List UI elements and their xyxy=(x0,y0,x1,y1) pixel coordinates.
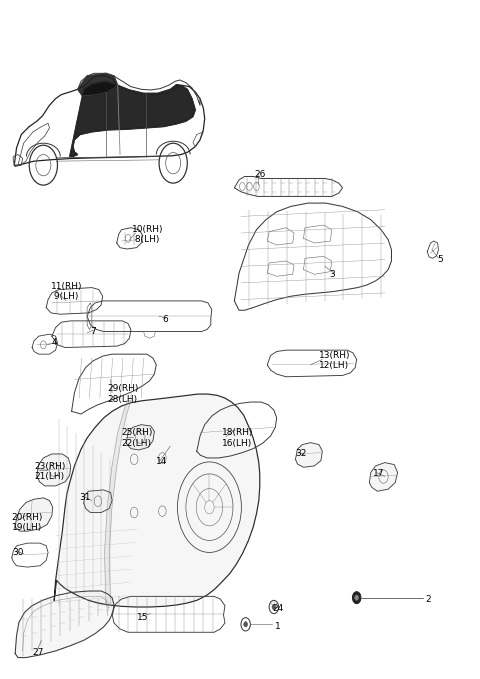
Text: 13(RH)
12(LH): 13(RH) 12(LH) xyxy=(319,351,350,371)
Polygon shape xyxy=(126,424,155,450)
Text: 29(RH)
28(LH): 29(RH) 28(LH) xyxy=(108,384,139,404)
Polygon shape xyxy=(78,73,118,96)
Text: 4: 4 xyxy=(52,337,58,347)
Text: 27: 27 xyxy=(32,648,44,657)
Text: 10(RH)
 8(LH): 10(RH) 8(LH) xyxy=(132,225,163,244)
Polygon shape xyxy=(54,394,260,607)
Polygon shape xyxy=(15,498,53,531)
Text: 15: 15 xyxy=(137,613,149,622)
Text: 30: 30 xyxy=(12,548,24,557)
Text: 18(RH)
16(LH): 18(RH) 16(LH) xyxy=(222,428,253,447)
Circle shape xyxy=(244,622,248,627)
Text: 6: 6 xyxy=(162,315,168,324)
Polygon shape xyxy=(105,401,131,606)
Polygon shape xyxy=(296,443,323,467)
Text: 17: 17 xyxy=(372,469,384,479)
Text: 20(RH)
19(LH): 20(RH) 19(LH) xyxy=(12,513,43,532)
Text: 26: 26 xyxy=(254,170,265,179)
Polygon shape xyxy=(84,490,112,513)
Circle shape xyxy=(352,591,361,604)
Text: 32: 32 xyxy=(296,449,307,458)
Polygon shape xyxy=(70,81,195,157)
Polygon shape xyxy=(37,454,71,486)
Text: 1: 1 xyxy=(275,623,281,631)
Polygon shape xyxy=(370,462,397,491)
Circle shape xyxy=(272,604,276,610)
Polygon shape xyxy=(15,591,114,657)
Text: 3: 3 xyxy=(329,270,335,279)
Text: 2: 2 xyxy=(426,595,432,604)
Text: 11(RH)
 9(LH): 11(RH) 9(LH) xyxy=(51,282,83,301)
Text: 31: 31 xyxy=(79,494,91,502)
Text: 23(RH)
21(LH): 23(RH) 21(LH) xyxy=(34,462,65,481)
Text: 25(RH)
22(LH): 25(RH) 22(LH) xyxy=(121,428,153,447)
Text: 14: 14 xyxy=(156,458,168,466)
Circle shape xyxy=(355,595,359,600)
Text: 24: 24 xyxy=(272,604,283,613)
Text: 5: 5 xyxy=(438,255,444,264)
Text: 7: 7 xyxy=(90,327,96,336)
